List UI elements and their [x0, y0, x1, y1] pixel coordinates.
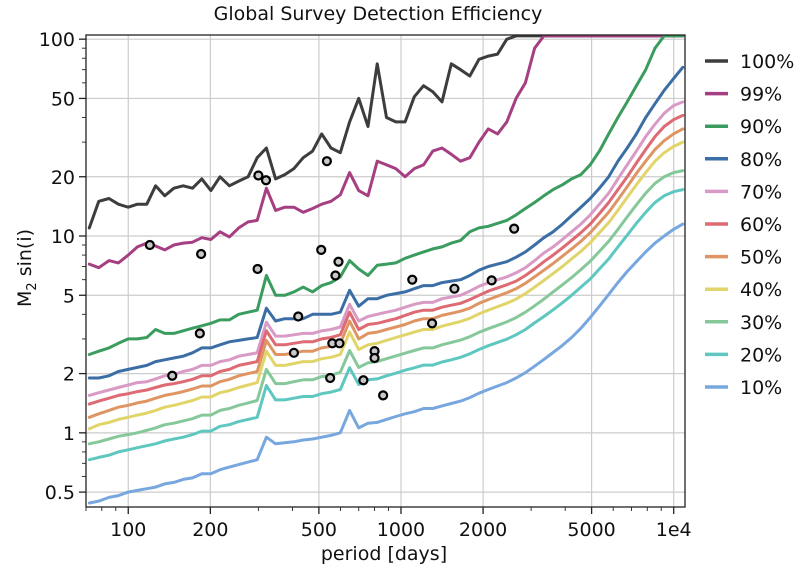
- legend-label: 80%: [740, 149, 782, 171]
- legend-label: 90%: [740, 116, 782, 138]
- legend: 100% 99% 90% 80% 70% 60% 50% 40% 30% 20% 10%: [705, 51, 794, 399]
- planet-marker: [334, 338, 345, 349]
- curve-50pct: [87, 127, 685, 419]
- planet-marker: [486, 275, 497, 286]
- legend-label: 60%: [740, 214, 782, 236]
- legend-label: 50%: [740, 247, 782, 269]
- curve-99pct: [87, 35, 685, 270]
- x-axis-label: period [days]: [321, 543, 447, 565]
- x-tick-label: 1000: [377, 519, 425, 541]
- planet-marker: [426, 318, 438, 329]
- y-axis-label-rest: sin(i): [14, 229, 36, 282]
- chart-title: Global Survey Detection Efficiency: [214, 3, 543, 25]
- planet-marker: [330, 270, 341, 281]
- planet-marker: [449, 283, 460, 294]
- x-tick-label: 5000: [567, 519, 615, 541]
- planet-marker: [252, 263, 263, 275]
- x-tick-label: 100: [110, 519, 146, 541]
- plot-frame: [85, 34, 686, 508]
- planet-marker: [378, 390, 389, 401]
- planet-marker: [325, 372, 336, 384]
- x-tick-label: 200: [192, 519, 228, 541]
- planet-marker: [509, 223, 520, 234]
- y-axis-label-main: M: [14, 291, 36, 307]
- planet-marker: [321, 156, 332, 167]
- legend-label: 20%: [740, 344, 782, 366]
- efficiency-curves: [87, 35, 685, 505]
- y-tick-label: 0.5: [45, 482, 75, 504]
- y-tick-label: 10: [51, 226, 75, 248]
- planet-marker: [407, 274, 418, 285]
- planet-marker: [369, 352, 380, 364]
- y-tick-label: 50: [51, 88, 75, 110]
- y-tick-label: 2: [63, 364, 75, 386]
- curve-60pct: [87, 113, 685, 406]
- x-tick-label: 1e4: [656, 519, 692, 541]
- legend-label: 30%: [740, 312, 782, 334]
- planet-marker: [144, 239, 155, 251]
- y-tick-label: 100: [39, 29, 75, 51]
- planet-marker: [293, 311, 304, 322]
- curve-10pct: [87, 222, 685, 505]
- y-tick-label: 20: [51, 167, 75, 189]
- legend-label: 70%: [740, 181, 782, 203]
- y-tick-label: 1: [63, 423, 75, 445]
- y-axis-label: M2 sin(i): [14, 229, 40, 307]
- legend-label: 99%: [740, 84, 782, 106]
- planet-marker: [358, 375, 369, 386]
- legend-label: 40%: [740, 279, 782, 301]
- planet-marker: [196, 248, 207, 260]
- planet-marker: [260, 175, 272, 186]
- grid-lines: [86, 35, 685, 507]
- legend-label: 100%: [740, 51, 794, 73]
- planet-marker: [167, 370, 178, 381]
- x-tick-label: 2000: [459, 519, 507, 541]
- curve-40pct: [87, 140, 685, 431]
- curve-20pct: [87, 188, 685, 462]
- curve-80pct: [87, 65, 685, 380]
- curve-70pct: [87, 100, 685, 397]
- curve-30pct: [87, 169, 685, 446]
- planet-marker: [316, 244, 327, 255]
- planet-marker: [194, 328, 205, 339]
- axis-ticks: 100 200 500 1000 2000 5000 1e4 0.5 1 2 5 10 20 50 100: [39, 29, 692, 541]
- legend-label: 10%: [740, 377, 782, 399]
- planet-markers: [144, 156, 520, 401]
- planet-marker: [253, 170, 264, 181]
- y-tick-label: 5: [63, 285, 75, 307]
- planet-marker: [333, 256, 344, 267]
- curve-90pct: [87, 35, 685, 356]
- y-axis-label-subscript: 2: [25, 282, 40, 290]
- planet-marker: [288, 347, 300, 358]
- curve-100pct: [87, 35, 685, 230]
- x-tick-label: 500: [301, 519, 337, 541]
